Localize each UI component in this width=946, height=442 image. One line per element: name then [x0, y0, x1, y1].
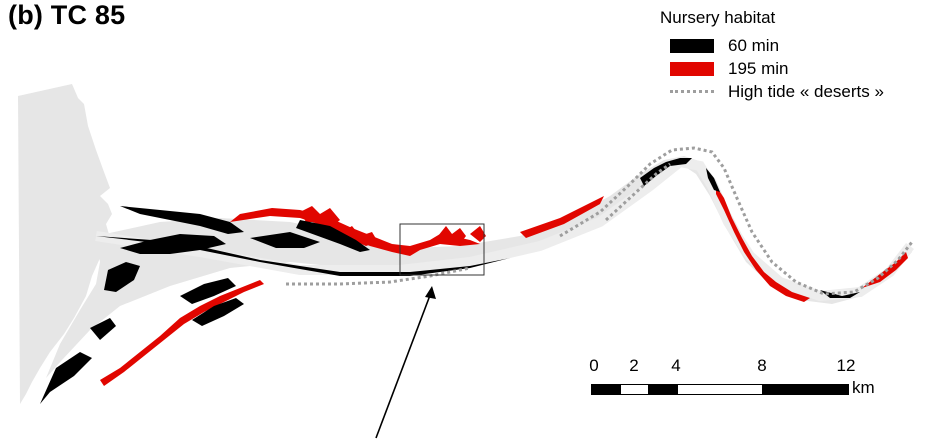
legend-swatch-195-min	[670, 61, 714, 76]
scale-tick-12: 12	[836, 356, 856, 375]
legend-item-60-min: 60 min	[660, 34, 940, 57]
legend-label-60-min: 60 min	[728, 35, 780, 55]
nursery-195-min-patches	[100, 186, 908, 386]
scale-seg-1	[591, 384, 621, 395]
legend-item-high-tide-deserts: High tide « deserts »	[660, 80, 940, 103]
pointer-arrow	[375, 286, 436, 439]
scale-seg-4	[677, 384, 763, 395]
panel-title: (b) TC 85	[8, 0, 126, 30]
legend-swatch-60-min	[670, 38, 714, 53]
nursery-60-min-patches	[40, 158, 860, 404]
scale-tick-2: 2	[629, 356, 639, 375]
legend-label-195-min: 195 min	[728, 58, 789, 78]
legend: Nursery habitat 60 min 195 min High tide…	[660, 8, 940, 103]
zoom-box	[399, 223, 485, 276]
scale-tick-0: 0	[589, 356, 599, 375]
legend-item-195-min: 195 min	[660, 57, 940, 80]
scale-unit: km	[852, 378, 875, 397]
scale-tick-8: 8	[757, 356, 767, 375]
legend-label-high-tide-deserts: High tide « deserts »	[728, 81, 884, 101]
estuary-mouth-area	[18, 84, 112, 404]
legend-title: Nursery habitat	[660, 8, 776, 27]
scale-tick-4: 4	[671, 356, 681, 375]
high-tide-desert-outlines	[286, 146, 914, 296]
legend-swatch-high-tide-deserts	[670, 90, 714, 93]
scale-bar: 0 2 4 8 12 km	[586, 356, 896, 398]
estuary-channel	[46, 156, 912, 378]
scale-seg-3	[648, 384, 678, 395]
scale-seg-2	[620, 384, 649, 395]
scale-seg-5	[762, 384, 849, 395]
